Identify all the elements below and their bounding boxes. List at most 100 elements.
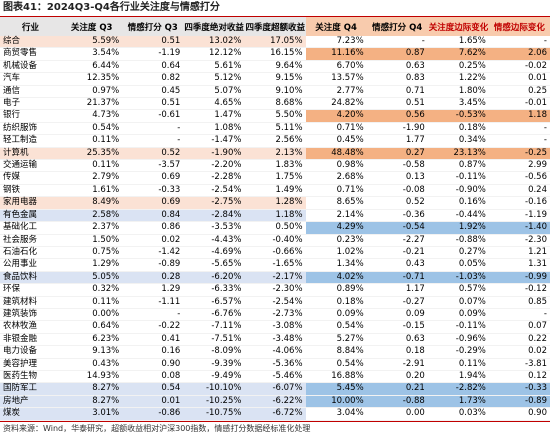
table-cell: 0.82 [122,72,184,86]
table-cell: 0.13 [366,171,428,185]
table-cell: 1.92% [427,221,489,235]
table-row: 综合 5.59% 0.51 13.02% 17.05% 7.23% -1.65% - [0,36,550,49]
table-cell: -9.39% [183,358,245,371]
table-cell: -1.90% [183,147,245,161]
table-cell: 5.50% [244,109,306,123]
table-row: 传媒 2.79% 0.69 -2.28% 1.75% 2.68% 0.13 -0.11% -0.… [0,171,550,185]
table-cell: -0.56 [488,171,550,185]
table-cell: 2.58% [61,209,123,223]
table-cell: 1.75% [244,171,306,185]
table-cell: -0.71 [366,271,428,285]
table-cell: 10.00% [305,395,367,409]
table-cell: 0.71% [305,122,367,136]
table-cell: 0.16% [427,196,489,210]
table-cell: -0.15 [366,320,428,334]
table-cell: -3.53% [183,221,245,235]
table-cell: 2.06 [488,47,550,61]
table-cell: 有色金属 [0,209,62,223]
table-cell: 0.71 [366,85,428,99]
table-cell: -0.11% [427,171,489,185]
table-cell: 0.27 [366,147,428,161]
table-cell: 0.43 [366,258,428,272]
table-row: 银行 4.73% -0.61 1.47% 5.50% 4.20% 0.56 -0.53% 1.1… [0,109,550,123]
table-cell: -1.47% [183,134,245,148]
table-cell: 非银金融 [0,333,62,347]
table-cell: 0.02 [122,234,184,247]
table-cell: 0.07% [427,296,489,309]
table-cell: - [122,308,184,322]
table-cell: -0.16 [488,196,550,210]
table-cell: 0.21 [366,382,428,396]
table-cell: 0.00 [366,407,428,421]
table-cell: 电力设备 [0,345,62,359]
table-row: 农林牧渔 0.64% -0.22 -7.11% -3.08% 0.54% -0.15 -0.1… [0,320,550,334]
table-cell: -6.76% [183,308,245,322]
table-cell: 0.41 [122,333,184,347]
table-row: 医药生物 14.93% 0.08 -9.49% -5.46% 16.88% 0.20 1.94… [0,370,550,384]
table-cell: -3.08% [244,320,306,334]
table-row: 石油石化 0.75% -1.42 -4.69% -0.66% 1.02% -0.21 0.27… [0,246,550,260]
table-cell: 0.18% [427,122,489,136]
table-cell: 2.68% [305,171,367,185]
table-cell: - [488,134,550,148]
table-cell: 0.52 [122,147,184,161]
table-cell: 0.11% [61,296,123,309]
table-cell: -2.84% [183,209,245,223]
table-cell: 12.12% [183,47,245,61]
table-cell: -0.33 [122,184,184,198]
table-cell: 0.54% [305,320,367,334]
table-cell: 5.07% [183,85,245,99]
table-cell: 1.50% [61,234,123,247]
table-cell: -0.89 [122,258,184,272]
table-cell: 11.16% [305,47,367,61]
table-cell: 0.24 [488,184,550,198]
table-row: 汽车 12.35% 0.82 5.12% 9.15% 13.57% 0.83 1.22% 0.0… [0,72,550,86]
table-row: 美容护理 0.43% 0.90 -9.39% -5.36% 0.54% -2.91 0.11%… [0,358,550,371]
table-cell: 5.27% [305,333,367,347]
table-cell: 3.45% [427,97,489,111]
table-cell: -4.06% [244,345,306,359]
column-header: 行业 [0,17,62,36]
table-cell: 交通运输 [0,159,62,173]
table-cell: 0.87% [427,159,489,173]
table-cell: 0.87 [366,47,428,61]
table-cell: 食品饮料 [0,271,62,285]
table-cell: 0.51 [366,97,428,111]
table-cell: -1.90 [366,122,428,136]
table-cell: 1.73% [427,395,489,409]
table-cell: 通信 [0,85,62,99]
table-cell: -2.27 [366,234,428,247]
table-cell: 3.54% [61,47,123,61]
table-cell: -0.40% [244,234,306,247]
table-cell: 1.47% [183,109,245,123]
table-cell: -6.07% [244,382,306,396]
table-cell: 0.97% [61,85,123,99]
table-cell: -3.48% [244,333,306,347]
table-row: 机械设备 6.44% 0.64 5.61% 9.64% 6.70% 0.63 0.25% -0.… [0,60,550,74]
table-cell: 5.12% [183,72,245,86]
table-cell: -0.12 [488,283,550,297]
table-cell: -0.22 [122,320,184,334]
table-cell: -0.61 [122,109,184,123]
table-cell: 0.01 [488,72,550,86]
table-cell: -1.19 [488,209,550,223]
table-cell: 0.83 [366,72,428,86]
table-cell: 7.23% [305,36,367,49]
table-cell: 4.02% [305,271,367,285]
table-cell: 电子 [0,97,62,111]
table-cell: -10.10% [183,382,245,396]
table-row: 建筑装饰 0.00% - -6.76% -2.73% 0.09% 0.09 0.09% - [0,308,550,322]
table-cell: -2.91 [366,358,428,371]
table-cell: - [488,36,550,49]
table-cell: 国防军工 [0,382,62,396]
table-cell: 煤炭 [0,407,62,421]
table-cell: -2.30 [488,234,550,247]
table-cell: 3.01% [61,407,123,421]
table-cell: 1.18% [244,209,306,223]
table-row: 纺织服饰 0.54% -1.08% 5.11% 0.71% -1.90 0.18% - [0,122,550,136]
table-cell: -1.03% [427,271,489,285]
table-cell: -0.29% [427,345,489,359]
table-cell: -0.36 [366,209,428,223]
table-cell: 0.54% [61,122,123,136]
table-cell: 6.70% [305,60,367,74]
